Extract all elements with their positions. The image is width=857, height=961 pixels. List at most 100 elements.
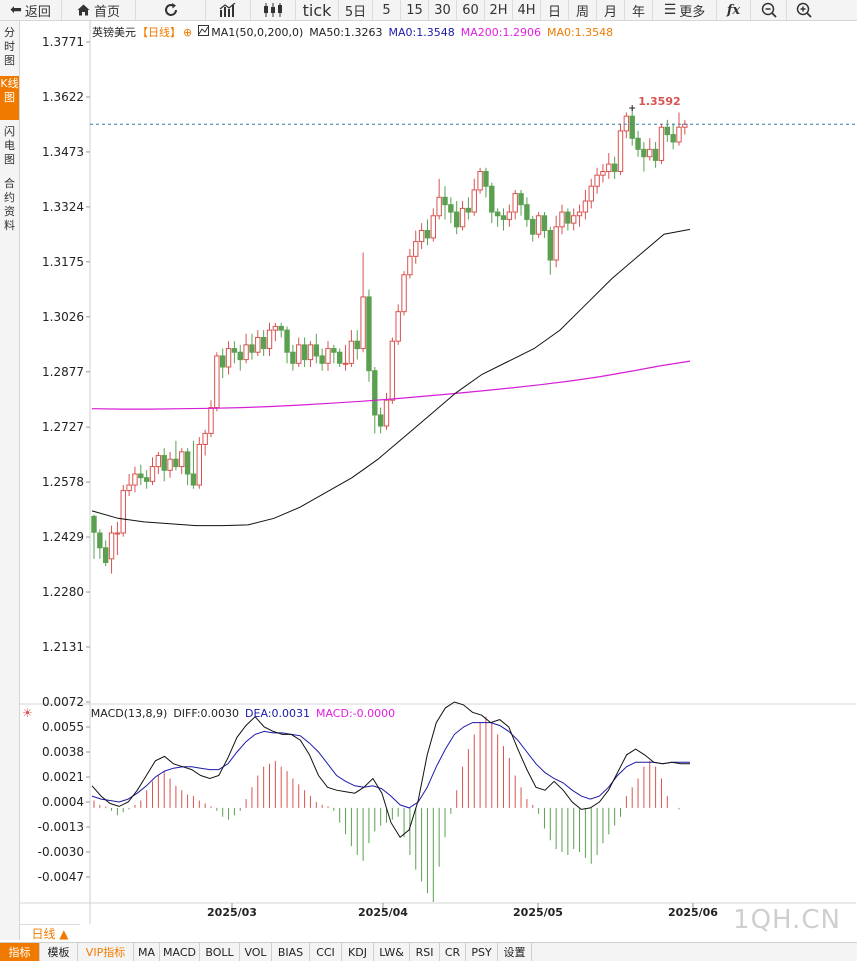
tab-settings[interactable]: 设置 — [498, 943, 532, 961]
tab-kdj[interactable]: KDJ — [342, 943, 374, 961]
price-tick-label: 1.2280 — [42, 585, 84, 599]
price-tick-label: 1.2877 — [42, 365, 84, 379]
candle-body — [389, 340, 396, 401]
tab-contract-info[interactable]: 合约资料 — [4, 177, 15, 232]
macd-settings-icon[interactable]: ☀ — [22, 706, 33, 720]
indicator-icon[interactable] — [198, 25, 210, 39]
price-tick-label: 1.3026 — [42, 310, 84, 324]
candle-body — [413, 241, 419, 257]
tab-ma[interactable]: MA — [134, 943, 160, 961]
more-button[interactable]: ☰ 更多 — [653, 0, 717, 20]
tab-cci[interactable]: CCI — [310, 943, 342, 961]
period-week[interactable]: 周 — [569, 0, 597, 20]
candle-body — [260, 336, 267, 350]
period-day[interactable]: 日 — [541, 0, 569, 20]
period-15min[interactable]: 15 — [401, 0, 429, 20]
period-4h[interactable]: 4H — [513, 0, 541, 20]
ma-legend-4: MA0:1.3548 — [546, 25, 614, 39]
period-selector[interactable]: 日线 ▲ — [20, 924, 80, 942]
candle-body — [190, 473, 197, 486]
tab-psy[interactable]: PSY — [466, 943, 498, 961]
tab-lw[interactable]: LW& — [374, 943, 410, 961]
price-tick-label: 1.2727 — [42, 420, 84, 434]
tab-boll[interactable]: BOLL — [200, 943, 240, 961]
zoom-out-button[interactable] — [751, 0, 787, 20]
target-icon[interactable]: ⊕ — [183, 25, 193, 39]
tab-vol[interactable]: VOL — [240, 943, 272, 961]
candle-body — [512, 193, 518, 213]
candle-body — [506, 211, 513, 220]
macd-legend-dea: DEA:0.0031 — [245, 706, 310, 720]
tab-flash[interactable]: 闪电图 — [4, 125, 15, 166]
symbol-name: 英镑美元 — [92, 26, 136, 39]
indicator-tabs: 指标 模板 VIP指标 MA MACD BOLL VOL BIAS CCI KD… — [0, 942, 857, 961]
period-month[interactable]: 月 — [597, 0, 625, 20]
candle-body — [430, 215, 437, 239]
candle-body — [342, 362, 349, 365]
tab-timeshare[interactable]: 分时图 — [4, 26, 15, 67]
candle-body — [471, 189, 477, 213]
period-5day[interactable]: 5日 — [339, 0, 373, 20]
ma-legend-3: MA200:1.2906 — [460, 25, 541, 39]
period-year[interactable]: 年 — [625, 0, 653, 20]
candle-body — [606, 163, 612, 172]
period-5min[interactable]: 5 — [373, 0, 401, 20]
home-button[interactable]: 首页 — [62, 0, 136, 20]
candle-body — [202, 432, 208, 445]
candle-body — [237, 351, 243, 361]
candle-body — [372, 370, 378, 416]
dea-line — [91, 722, 690, 809]
period-60min[interactable]: 60 — [457, 0, 485, 20]
period-label: 【日线】 — [137, 26, 181, 39]
price-tick-label: 1.3324 — [42, 200, 84, 214]
macd-tick-label: 0.0038 — [42, 745, 84, 759]
candle-body — [208, 407, 214, 434]
candle-body — [120, 490, 126, 534]
tab-rsi[interactable]: RSI — [410, 943, 440, 961]
diff-line — [91, 701, 690, 839]
tab-indicator[interactable]: 指标 — [0, 943, 40, 961]
candle-body — [97, 532, 103, 549]
candle-body — [524, 204, 530, 220]
tab-template[interactable]: 模板 — [40, 943, 78, 961]
ma200-line — [91, 360, 691, 410]
refresh-icon — [163, 2, 179, 18]
candlestick-button[interactable] — [251, 0, 296, 20]
macd-tick-label: -0.0013 — [38, 820, 84, 834]
tab-cr[interactable]: CR — [440, 943, 466, 961]
formula-button[interactable]: fx — [717, 0, 751, 20]
back-arrow-icon: ⬅ — [10, 2, 22, 18]
candle-body — [588, 185, 594, 202]
candle-body — [91, 515, 97, 533]
tick-button[interactable]: tick — [296, 0, 339, 20]
candle-body — [348, 340, 355, 364]
candle-body — [617, 130, 624, 172]
tab-macd[interactable]: MACD — [160, 943, 200, 961]
candle-body — [108, 532, 115, 560]
line-chart-button[interactable] — [206, 0, 251, 20]
price-tick-label: 1.3473 — [42, 145, 84, 159]
watermark: 1QH.CN — [733, 905, 841, 935]
candle-body — [132, 473, 138, 486]
tab-vip-indicator[interactable]: VIP指标 — [78, 943, 134, 961]
candle-body — [155, 455, 162, 468]
candle-body — [383, 399, 390, 427]
candle-body — [296, 344, 302, 364]
home-icon — [77, 4, 90, 16]
candle-body — [255, 336, 261, 353]
period-30min[interactable]: 30 — [429, 0, 457, 20]
candle-body — [272, 325, 279, 331]
tab-bias[interactable]: BIAS — [272, 943, 310, 961]
candle-body — [278, 325, 284, 331]
refresh-button[interactable] — [136, 0, 206, 20]
candle-body — [494, 211, 501, 217]
chart-area[interactable]: 1.3771 1.3622 1.3473 1.3324 1.3175 1.3026 1.28… — [20, 21, 857, 924]
candle-body — [126, 484, 132, 492]
zoom-in-button[interactable] — [787, 0, 820, 20]
period-2h[interactable]: 2H — [485, 0, 513, 20]
candle-body — [436, 196, 442, 217]
candle-body — [173, 458, 179, 468]
back-button[interactable]: ⬅ 返回 — [0, 0, 62, 20]
candle-body — [225, 348, 232, 368]
tab-kline[interactable]: K线图 — [0, 76, 19, 120]
